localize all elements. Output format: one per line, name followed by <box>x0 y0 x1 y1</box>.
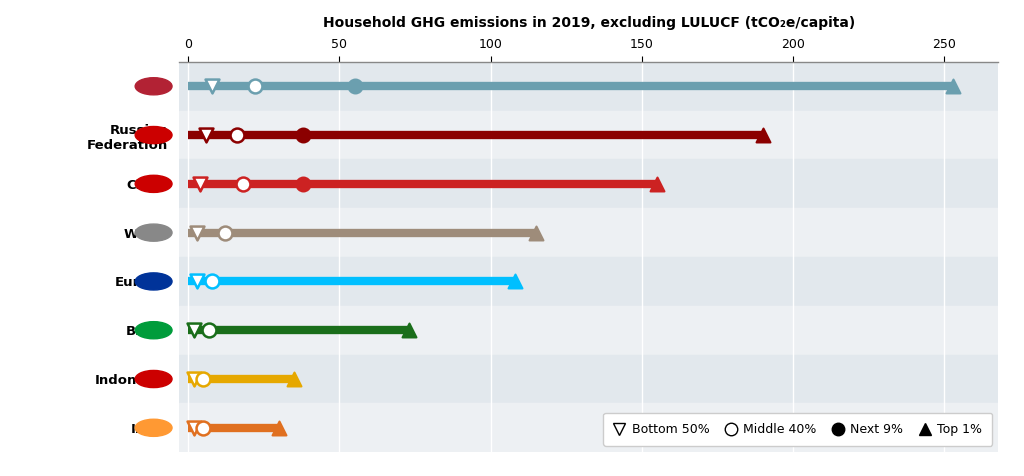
Bar <box>179 111 998 159</box>
Bar <box>179 404 998 452</box>
Point <box>295 180 311 188</box>
Bar <box>179 257 998 306</box>
Point <box>270 424 287 432</box>
Point <box>346 82 362 90</box>
Point <box>216 229 232 237</box>
Point <box>189 278 206 285</box>
Legend: Bottom 50%, Middle 40%, Next 9%, Top 1%: Bottom 50%, Middle 40%, Next 9%, Top 1% <box>603 413 992 446</box>
Point <box>189 229 206 237</box>
Bar <box>179 208 998 257</box>
Point <box>193 180 209 188</box>
Point <box>234 180 251 188</box>
Point <box>247 82 263 90</box>
Point <box>199 131 215 139</box>
Bar <box>179 62 998 111</box>
Point <box>228 131 245 139</box>
Point <box>527 229 544 237</box>
Point <box>186 327 203 334</box>
Point <box>648 180 665 188</box>
Point <box>186 424 203 432</box>
Bar <box>179 306 998 355</box>
Point <box>202 327 218 334</box>
Point <box>196 375 212 383</box>
Title: Household GHG emissions in 2019, excluding LULUCF (tCO₂e/capita): Household GHG emissions in 2019, excludi… <box>323 16 855 30</box>
Point <box>186 375 203 383</box>
Point <box>204 82 220 90</box>
Point <box>755 131 771 139</box>
Point <box>204 278 220 285</box>
Point <box>286 375 302 383</box>
Bar <box>179 159 998 208</box>
Bar <box>179 355 998 404</box>
Point <box>196 424 212 432</box>
Point <box>400 327 417 334</box>
Point <box>507 278 523 285</box>
Point <box>945 82 962 90</box>
Point <box>295 131 311 139</box>
